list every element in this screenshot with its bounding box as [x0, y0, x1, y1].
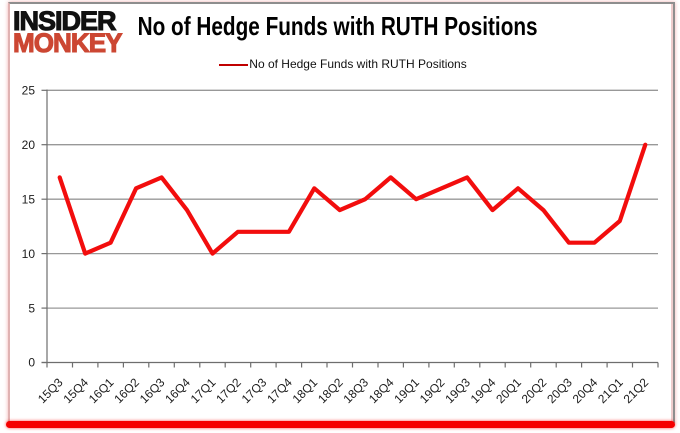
svg-text:17Q3: 17Q3 — [239, 375, 270, 406]
svg-text:16Q3: 16Q3 — [137, 375, 168, 406]
svg-text:16Q1: 16Q1 — [86, 375, 117, 406]
svg-text:20Q4: 20Q4 — [570, 375, 601, 406]
svg-text:19Q3: 19Q3 — [442, 375, 473, 406]
svg-text:20Q1: 20Q1 — [493, 375, 524, 406]
svg-text:17Q4: 17Q4 — [264, 375, 295, 406]
svg-text:10: 10 — [22, 247, 36, 261]
svg-text:18Q3: 18Q3 — [340, 375, 371, 406]
svg-text:17Q1: 17Q1 — [188, 375, 219, 406]
svg-text:19Q4: 19Q4 — [468, 375, 499, 406]
svg-text:21Q2: 21Q2 — [621, 375, 652, 406]
svg-text:15: 15 — [22, 192, 36, 206]
svg-text:15Q3: 15Q3 — [35, 375, 66, 406]
svg-text:20Q3: 20Q3 — [544, 375, 575, 406]
svg-text:5: 5 — [28, 301, 35, 315]
svg-text:20: 20 — [22, 138, 36, 152]
svg-text:25: 25 — [22, 84, 36, 98]
svg-text:18Q2: 18Q2 — [315, 375, 346, 406]
svg-text:18Q1: 18Q1 — [290, 375, 321, 406]
svg-text:16Q4: 16Q4 — [162, 375, 193, 406]
svg-text:0: 0 — [28, 356, 35, 370]
svg-text:19Q1: 19Q1 — [391, 375, 422, 406]
svg-text:15Q4: 15Q4 — [60, 375, 91, 406]
svg-text:17Q2: 17Q2 — [213, 375, 244, 406]
svg-text:16Q2: 16Q2 — [111, 375, 142, 406]
svg-text:19Q2: 19Q2 — [417, 375, 448, 406]
svg-text:21Q1: 21Q1 — [595, 375, 626, 406]
svg-text:20Q2: 20Q2 — [519, 375, 550, 406]
svg-text:18Q4: 18Q4 — [366, 375, 397, 406]
